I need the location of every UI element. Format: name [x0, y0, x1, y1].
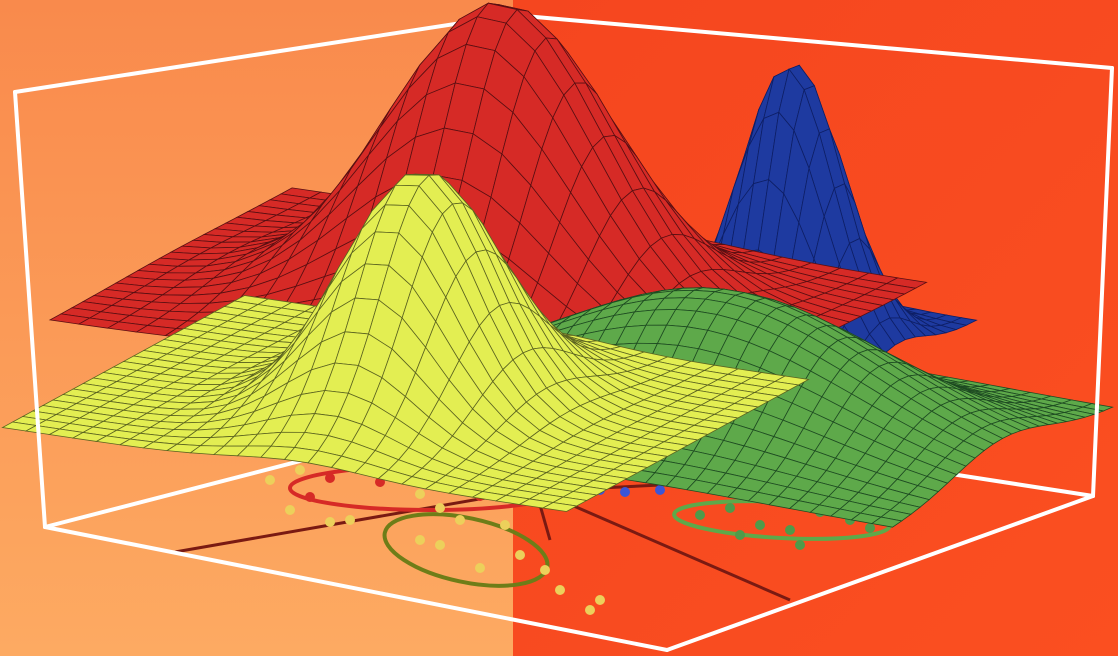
sample-point: [735, 530, 745, 540]
surface-facet: [541, 502, 578, 512]
sample-point: [555, 585, 565, 595]
sample-point: [305, 492, 315, 502]
surfaces-group: [1, 2, 1114, 528]
sample-point: [620, 487, 630, 497]
sample-point: [415, 535, 425, 545]
sample-point: [415, 489, 425, 499]
sample-point: [655, 485, 665, 495]
box-front-edges: [13, 66, 1114, 652]
surface-facet: [870, 516, 903, 528]
sample-point: [285, 505, 295, 515]
sample-point: [325, 473, 335, 483]
sample-point: [295, 465, 305, 475]
sample-point: [345, 515, 355, 525]
sample-point: [475, 563, 485, 573]
sample-point: [435, 540, 445, 550]
decision-boundary-line: [559, 498, 791, 602]
sample-point: [785, 525, 795, 535]
sample-point: [755, 520, 765, 530]
decision-boundary-line: [538, 504, 552, 541]
sample-point: [515, 550, 525, 560]
sample-point: [265, 475, 275, 485]
sample-point: [325, 517, 335, 527]
sample-point: [795, 540, 805, 550]
sample-point: [595, 595, 605, 605]
sample-point: [540, 565, 550, 575]
sample-point: [435, 503, 445, 513]
sample-point: [695, 510, 705, 520]
sample-point: [585, 605, 595, 615]
sample-point: [725, 503, 735, 513]
sample-point: [865, 523, 875, 533]
sample-point: [455, 515, 465, 525]
sample-point: [500, 520, 510, 530]
yellow-gaussian-surface: [1, 173, 810, 512]
